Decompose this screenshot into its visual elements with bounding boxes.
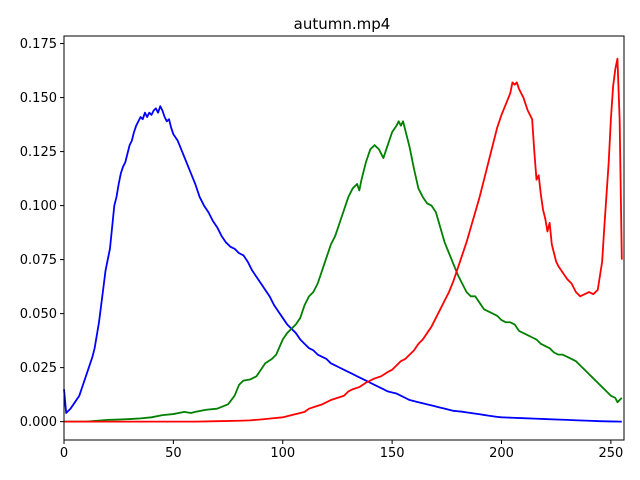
series-line-0: [63, 105, 622, 423]
y-tick-label: 0.050: [20, 307, 57, 322]
y-tick-label: 0.100: [20, 199, 57, 214]
y-tick-label: 0.075: [20, 253, 57, 268]
series-layer: [63, 57, 623, 423]
y-tick-label: 0.125: [20, 145, 57, 160]
y-tick-label: 0.000: [20, 415, 57, 430]
x-tick-label: 150: [380, 446, 405, 461]
series-line-1: [64, 120, 623, 423]
plot-frame: [63, 35, 625, 441]
series-line-2: [64, 57, 623, 423]
x-tick-label: 200: [489, 446, 514, 461]
x-tick-label: 50: [165, 446, 182, 461]
y-tick-label: 0.025: [20, 361, 57, 376]
x-tick-label: 100: [270, 446, 295, 461]
axes-layer: 0 50 100 150 200 250 0.000 0.025 0.050 0.075 0.100…: [20, 35, 625, 461]
x-tick-label: 0: [60, 446, 68, 461]
y-tick-label: 0.150: [20, 91, 57, 106]
chart-title: autumn.mp4: [294, 15, 391, 33]
x-tick-label: 250: [598, 446, 623, 461]
y-tick-label: 0.175: [20, 37, 57, 52]
